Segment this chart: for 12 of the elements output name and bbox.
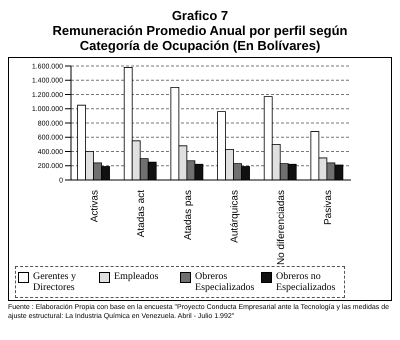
x-tick-label: Atadas pas — [182, 190, 194, 240]
x-tick-label: No diferenciadas — [276, 190, 288, 266]
legend-label: Empleados — [114, 271, 158, 282]
legend-label: Obreros Especializados — [195, 271, 256, 293]
x-tick-label: Autárquicas — [229, 190, 240, 243]
legend-label: Obreros no Especializados — [276, 271, 336, 293]
chart-title: Grafico 7 — [170, 8, 230, 23]
chart-subtitle: Remuneración Promedio Anual por perfil según Categoría de Ocupación (En Bolívares) — [52, 23, 348, 53]
x-tick-label: Pasivas — [322, 190, 334, 226]
legend-label: Gerentes y Directores — [33, 271, 78, 293]
x-tick-label: Atadas act — [136, 190, 148, 238]
x-tick-label: Activas — [89, 190, 100, 222]
